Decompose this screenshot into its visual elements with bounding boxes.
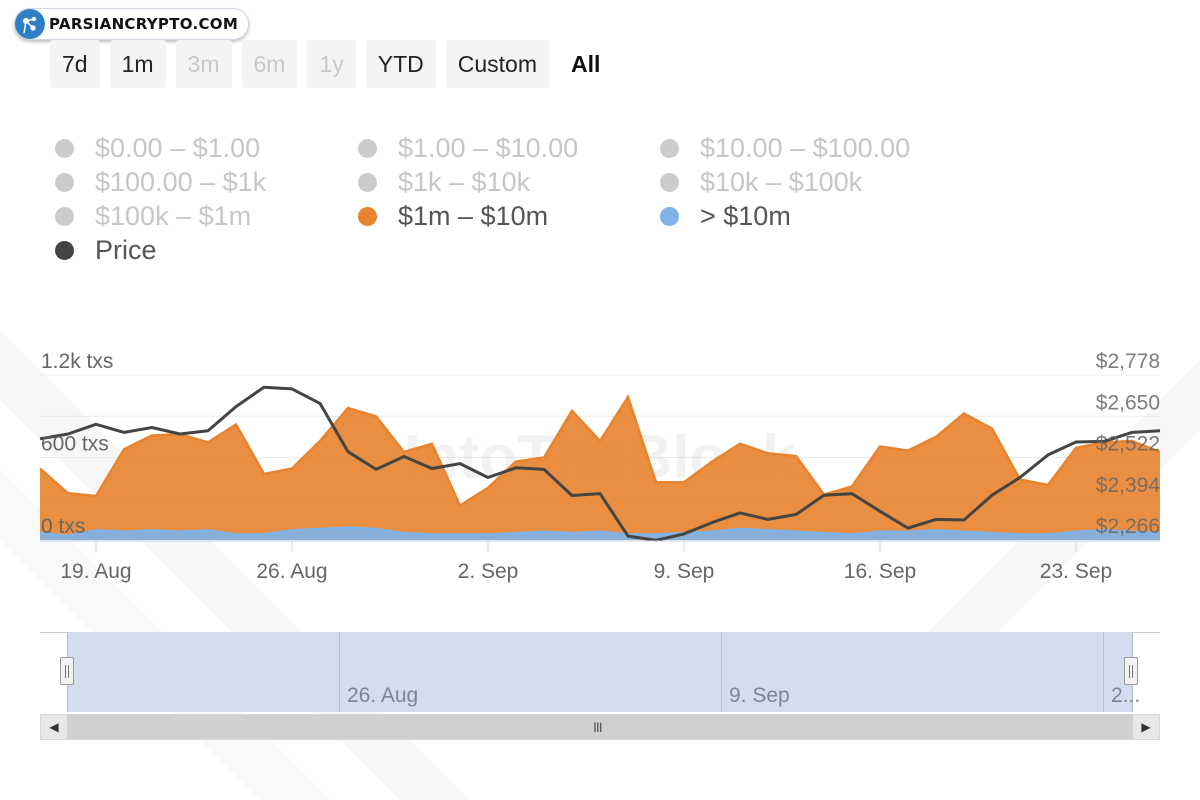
chart-navigator: 26. Aug 9. Sep 2... — [40, 632, 1160, 714]
logo-icon — [15, 9, 45, 39]
x-tick-label: 23. Sep — [1040, 560, 1112, 583]
legend-label: $10.00 – $100.00 — [700, 133, 911, 163]
range-selector: 7d 1m 3m 6m 1y YTD Custom All — [50, 40, 612, 88]
legend-item[interactable]: $100k – $1m — [55, 201, 251, 232]
legend-dot-icon — [55, 241, 74, 260]
navigator-gridline — [1103, 632, 1104, 712]
range-button-all[interactable]: All — [571, 51, 601, 77]
legend-item[interactable]: $0.00 – $1.00 — [55, 133, 260, 164]
legend-dot-icon — [358, 207, 377, 226]
legend-label: $0.00 – $1.00 — [95, 133, 261, 163]
legend-item[interactable]: $1k – $10k — [358, 167, 530, 198]
navigator-right-handle[interactable] — [1124, 657, 1138, 685]
navigator-label: 26. Aug — [347, 684, 419, 707]
legend-dot-icon — [358, 139, 377, 158]
range-button-6m[interactable]: 6m — [241, 40, 298, 88]
scrollbar-grip-icon: III — [593, 719, 603, 735]
legend-label: $1.00 – $10.00 — [398, 133, 579, 163]
range-button-1m[interactable]: 1m — [109, 40, 166, 88]
legend-item[interactable]: $1.00 – $10.00 — [358, 133, 578, 164]
legend-dot-icon — [358, 173, 377, 192]
x-tick-label: 26. Aug — [256, 560, 327, 583]
legend-item[interactable]: $10.00 – $100.00 — [660, 133, 910, 164]
y-right-tick-label: $2,522 — [1096, 433, 1160, 456]
y-left-tick-label: 600 txs — [41, 433, 109, 456]
area-series-line — [39, 526, 1161, 538]
legend-label: $100.00 – $1k — [95, 167, 267, 197]
area-series — [40, 397, 1160, 540]
legend-dot-icon — [55, 207, 74, 226]
range-button-1y[interactable]: 1y — [307, 40, 356, 88]
legend-label: > $10m — [700, 201, 791, 231]
y-right-tick-label: $2,266 — [1096, 515, 1160, 538]
navigator-gridline — [339, 632, 340, 712]
y-right-tick-label: $2,394 — [1096, 474, 1161, 497]
range-button-ytd[interactable]: YTD — [365, 40, 436, 88]
scrollbar-thumb[interactable] — [67, 715, 1133, 739]
legend-item[interactable]: $1m – $10m — [358, 201, 548, 232]
legend-item[interactable]: Price — [55, 235, 157, 266]
legend-item[interactable]: $10k – $100k — [660, 167, 862, 198]
range-button-3m[interactable]: 3m — [175, 40, 232, 88]
navigator-label: 9. Sep — [729, 684, 790, 707]
x-tick-label: 16. Sep — [844, 560, 916, 583]
scroll-left-arrow-icon[interactable]: ◀ — [41, 715, 67, 739]
price-line — [39, 385, 1161, 542]
navigator-gridline — [721, 632, 722, 712]
legend-label: $1m – $10m — [398, 201, 549, 231]
navigator-label: 2... — [1111, 684, 1141, 707]
range-button-7d[interactable]: 7d — [50, 40, 100, 88]
legend-dot-icon — [660, 207, 679, 226]
navigator-selection[interactable] — [67, 632, 1133, 712]
legend-label: $1k – $10k — [398, 167, 531, 197]
scroll-right-arrow-icon[interactable]: ▶ — [1133, 715, 1159, 739]
y-right-tick-label: $2,650 — [1096, 391, 1160, 414]
logo-text: PARSIANCRYPTO.COM — [49, 15, 239, 33]
range-button-custom[interactable]: Custom — [445, 40, 549, 88]
legend-label: $100k – $1m — [95, 201, 252, 231]
legend-item[interactable]: > $10m — [660, 201, 791, 232]
legend-label: $10k – $100k — [700, 167, 863, 197]
x-tick-label: 2. Sep — [458, 560, 519, 583]
y-left-tick-label: 0 txs — [41, 515, 85, 538]
area-series-line — [39, 394, 1161, 508]
area-series — [40, 527, 1160, 540]
x-tick-label: 19. Aug — [60, 560, 131, 583]
x-tick-label: 9. Sep — [654, 560, 715, 583]
legend-item[interactable]: $100.00 – $1k — [55, 167, 266, 198]
y-left-tick-label: 1.2k txs — [41, 350, 113, 373]
legend-dot-icon — [660, 139, 679, 158]
navigator-left-handle[interactable] — [60, 657, 74, 685]
y-right-tick-label: $2,778 — [1096, 350, 1160, 373]
legend-dot-icon — [55, 139, 74, 158]
navigator-scrollbar[interactable]: ◀ III ▶ — [40, 714, 1160, 740]
legend-dot-icon — [660, 173, 679, 192]
site-logo[interactable]: PARSIANCRYPTO.COM — [14, 8, 250, 40]
legend-label: Price — [95, 235, 157, 265]
legend-dot-icon — [55, 173, 74, 192]
